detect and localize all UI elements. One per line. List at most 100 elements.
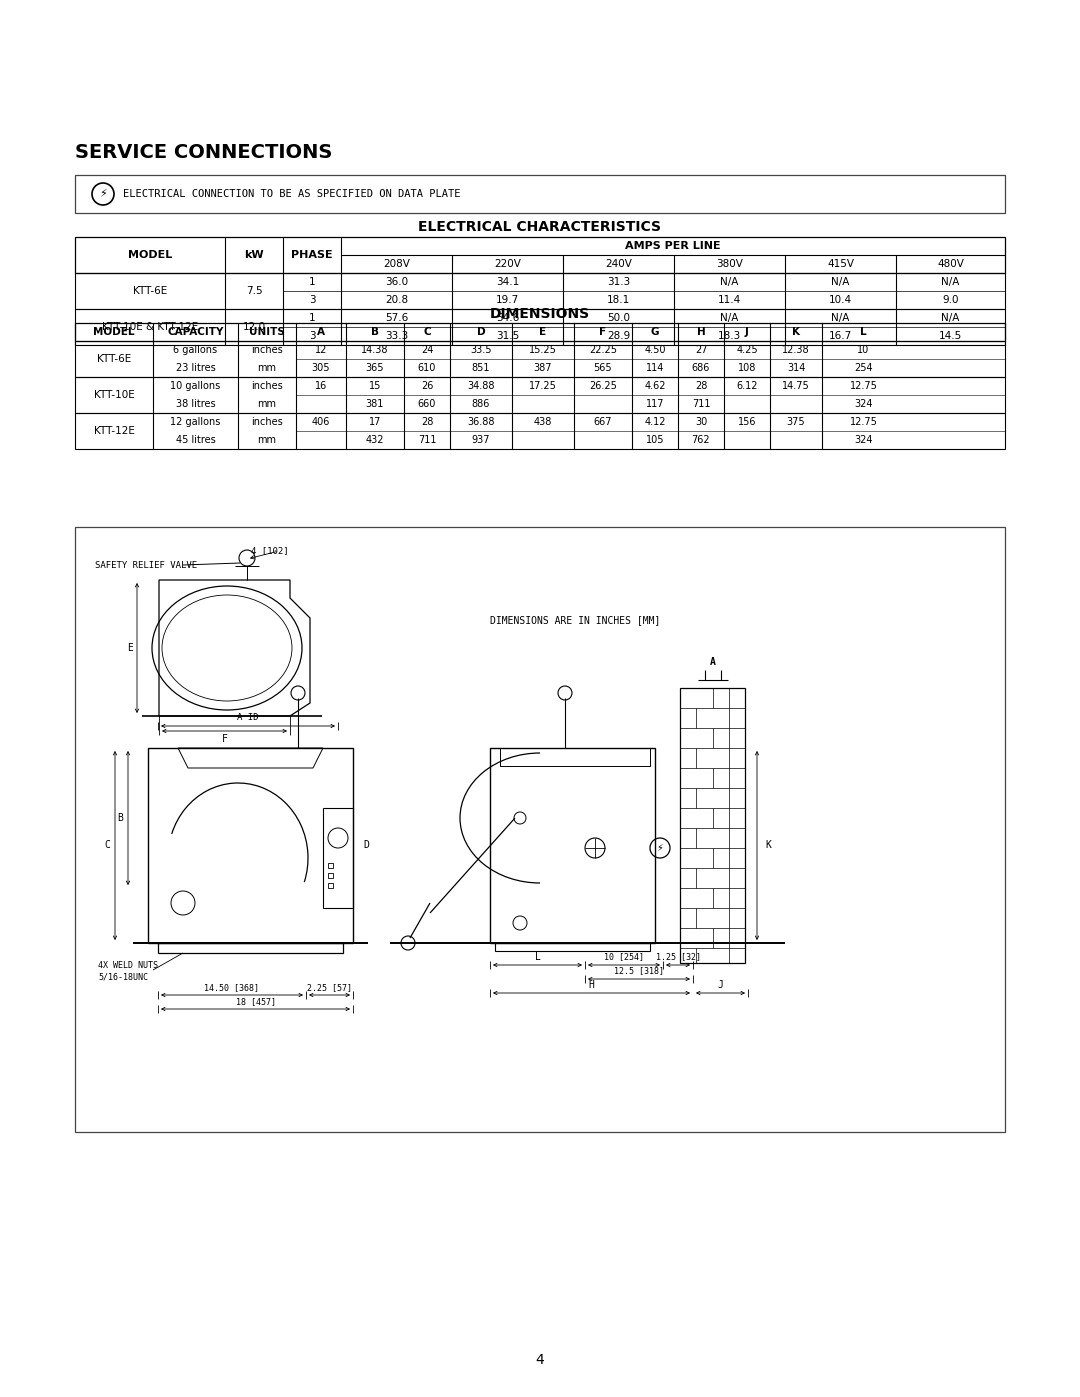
Text: 15.25: 15.25 <box>529 345 557 355</box>
Text: 314: 314 <box>787 363 806 373</box>
Text: 16: 16 <box>315 381 327 391</box>
Text: N/A: N/A <box>832 277 850 286</box>
Text: 17.25: 17.25 <box>529 381 557 391</box>
Text: E: E <box>539 327 546 337</box>
Text: 667: 667 <box>594 416 612 427</box>
Bar <box>75 414 1005 448</box>
Text: 324: 324 <box>854 400 873 409</box>
Text: 4.50: 4.50 <box>645 345 665 355</box>
Text: 26.25: 26.25 <box>589 381 617 391</box>
Text: 33.5: 33.5 <box>470 345 491 355</box>
Text: 660: 660 <box>418 400 436 409</box>
Text: C: C <box>104 841 110 851</box>
Text: 12.5 [318]: 12.5 [318] <box>615 967 664 975</box>
Text: MODEL: MODEL <box>127 250 172 260</box>
Text: 220V: 220V <box>494 258 521 270</box>
Text: 711: 711 <box>418 434 436 446</box>
Text: 686: 686 <box>692 363 711 373</box>
Text: A ID: A ID <box>238 714 259 722</box>
Text: AMPS PER LINE: AMPS PER LINE <box>625 242 720 251</box>
Text: 240V: 240V <box>605 258 632 270</box>
Text: 20.8: 20.8 <box>384 295 408 305</box>
Text: 18 [457]: 18 [457] <box>235 997 275 1006</box>
Text: ELECTRICAL CONNECTION TO BE AS SPECIFIED ON DATA PLATE: ELECTRICAL CONNECTION TO BE AS SPECIFIED… <box>123 189 460 198</box>
Text: 57.6: 57.6 <box>384 313 408 323</box>
Text: N/A: N/A <box>720 277 739 286</box>
Bar <box>328 863 333 868</box>
Text: 365: 365 <box>366 363 384 373</box>
Bar <box>328 883 333 888</box>
Text: 4.25: 4.25 <box>737 345 758 355</box>
Bar <box>158 943 343 953</box>
Text: inches: inches <box>252 416 283 427</box>
Text: 30: 30 <box>694 416 707 427</box>
Text: 480V: 480V <box>937 258 964 270</box>
Text: inches: inches <box>252 345 283 355</box>
Text: 16.7: 16.7 <box>828 331 852 341</box>
Bar <box>328 873 333 877</box>
Bar <box>75 175 1005 212</box>
Text: 10 gallons: 10 gallons <box>171 381 220 391</box>
Text: DIMENSIONS ARE IN INCHES [MM]: DIMENSIONS ARE IN INCHES [MM] <box>490 615 660 624</box>
Bar <box>75 272 1005 309</box>
Text: 937: 937 <box>472 434 490 446</box>
Text: 117: 117 <box>646 400 664 409</box>
Text: H: H <box>697 327 705 337</box>
Bar <box>75 377 1005 414</box>
Text: 10 [254]: 10 [254] <box>604 953 644 961</box>
Text: 886: 886 <box>472 400 490 409</box>
Text: 17: 17 <box>368 416 381 427</box>
Text: J: J <box>745 327 748 337</box>
Text: L: L <box>860 327 867 337</box>
Text: 10.4: 10.4 <box>829 295 852 305</box>
Text: N/A: N/A <box>942 313 960 323</box>
Text: 4.12: 4.12 <box>645 416 665 427</box>
Text: 381: 381 <box>366 400 384 409</box>
Text: 12.38: 12.38 <box>782 345 810 355</box>
Text: 380V: 380V <box>716 258 743 270</box>
Text: 33.3: 33.3 <box>384 331 408 341</box>
Text: 387: 387 <box>534 363 552 373</box>
Bar <box>75 323 1005 341</box>
Text: 7.5: 7.5 <box>245 286 262 296</box>
Text: 18.3: 18.3 <box>718 331 741 341</box>
Text: 38 litres: 38 litres <box>176 400 215 409</box>
Text: 28: 28 <box>694 381 707 391</box>
Text: KTT-10E: KTT-10E <box>94 390 134 400</box>
Text: 27: 27 <box>694 345 707 355</box>
Text: 28.9: 28.9 <box>607 331 630 341</box>
Text: KTT-6E: KTT-6E <box>97 353 131 365</box>
Bar <box>680 687 745 963</box>
Text: 324: 324 <box>854 434 873 446</box>
Text: 438: 438 <box>534 416 552 427</box>
Text: 711: 711 <box>692 400 711 409</box>
Text: L: L <box>535 951 540 963</box>
Text: K: K <box>792 327 800 337</box>
Text: 15: 15 <box>368 381 381 391</box>
Text: KTT-6E: KTT-6E <box>133 286 167 296</box>
Text: 24: 24 <box>421 345 433 355</box>
Text: SAFETY RELIEF VALVE: SAFETY RELIEF VALVE <box>95 560 198 570</box>
Text: 1: 1 <box>309 277 315 286</box>
Text: 4: 4 <box>536 1354 544 1368</box>
Text: 4 [102]: 4 [102] <box>251 546 288 556</box>
Text: mm: mm <box>257 434 276 446</box>
Text: 108: 108 <box>738 363 756 373</box>
Text: 415V: 415V <box>827 258 854 270</box>
Text: DIMENSIONS: DIMENSIONS <box>490 307 590 321</box>
Text: 105: 105 <box>646 434 664 446</box>
Text: 2.25 [57]: 2.25 [57] <box>307 983 352 992</box>
Text: 34.1: 34.1 <box>496 277 519 286</box>
Text: F: F <box>599 327 607 337</box>
Text: 4.62: 4.62 <box>645 381 665 391</box>
Bar <box>75 341 1005 377</box>
Text: 18.1: 18.1 <box>607 295 630 305</box>
Text: 6.12: 6.12 <box>737 381 758 391</box>
Text: 14.75: 14.75 <box>782 381 810 391</box>
Text: 610: 610 <box>418 363 436 373</box>
Text: 14.5: 14.5 <box>939 331 962 341</box>
Text: inches: inches <box>252 381 283 391</box>
Text: 3: 3 <box>309 331 315 341</box>
Text: 12: 12 <box>314 345 327 355</box>
Text: 31.3: 31.3 <box>607 277 630 286</box>
